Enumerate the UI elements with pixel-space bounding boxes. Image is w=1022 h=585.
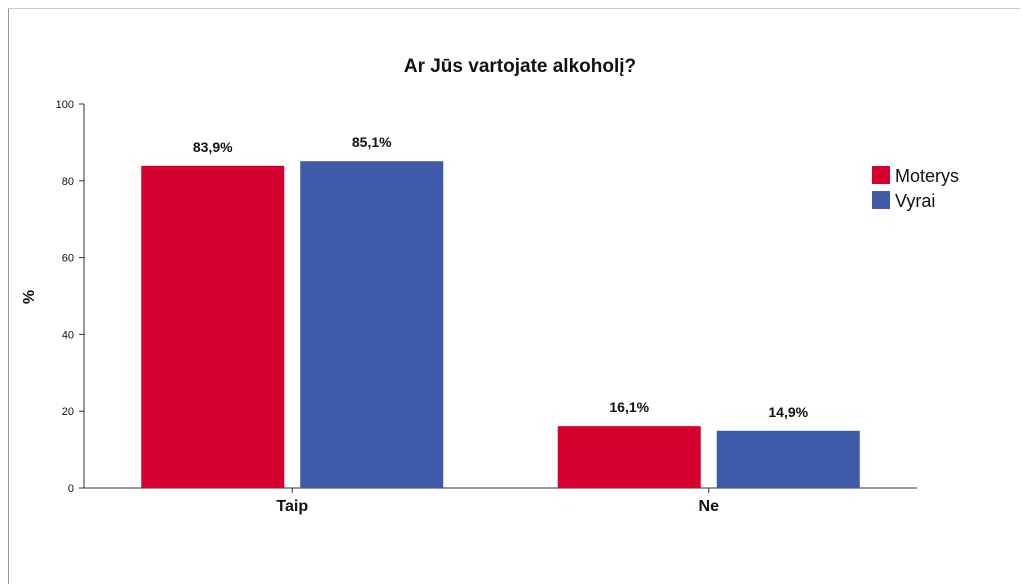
y-axis-ticks: 0 20 40 60 80 100 bbox=[56, 99, 84, 495]
y-tick-label: 80 bbox=[62, 176, 74, 188]
x-category-label: Taip bbox=[276, 498, 308, 515]
legend-swatch-moterys bbox=[872, 166, 890, 184]
y-tick-label: 40 bbox=[62, 329, 74, 341]
chart-frame bbox=[8, 8, 1020, 584]
data-label: 16,1% bbox=[609, 399, 649, 415]
bar-vyrai-taip bbox=[300, 161, 444, 488]
bar-vyrai-ne bbox=[716, 430, 860, 488]
legend-swatch-vyrai bbox=[872, 191, 890, 209]
y-axis-label: % bbox=[21, 290, 38, 304]
bars: 83,9% 85,1% 16,1% 14,9% bbox=[141, 134, 860, 488]
data-label: 83,9% bbox=[193, 139, 233, 155]
legend: Moterys Vyrai bbox=[872, 166, 959, 211]
x-category-label: Ne bbox=[699, 498, 720, 515]
y-tick-label: 20 bbox=[62, 406, 74, 418]
y-tick-label: 60 bbox=[62, 253, 74, 265]
data-label: 85,1% bbox=[352, 134, 392, 150]
bar-moterys-ne bbox=[557, 426, 701, 488]
y-tick-label: 100 bbox=[56, 99, 74, 111]
y-tick-label: 0 bbox=[68, 483, 74, 495]
legend-label-moterys: Moterys bbox=[895, 166, 959, 186]
legend-label-vyrai: Vyrai bbox=[895, 191, 935, 211]
data-label: 14,9% bbox=[768, 404, 808, 420]
chart-title: Ar Jūs vartojate alkoholį? bbox=[404, 56, 636, 77]
bar-moterys-taip bbox=[141, 165, 285, 488]
x-axis-categories: Taip Ne bbox=[276, 488, 719, 515]
